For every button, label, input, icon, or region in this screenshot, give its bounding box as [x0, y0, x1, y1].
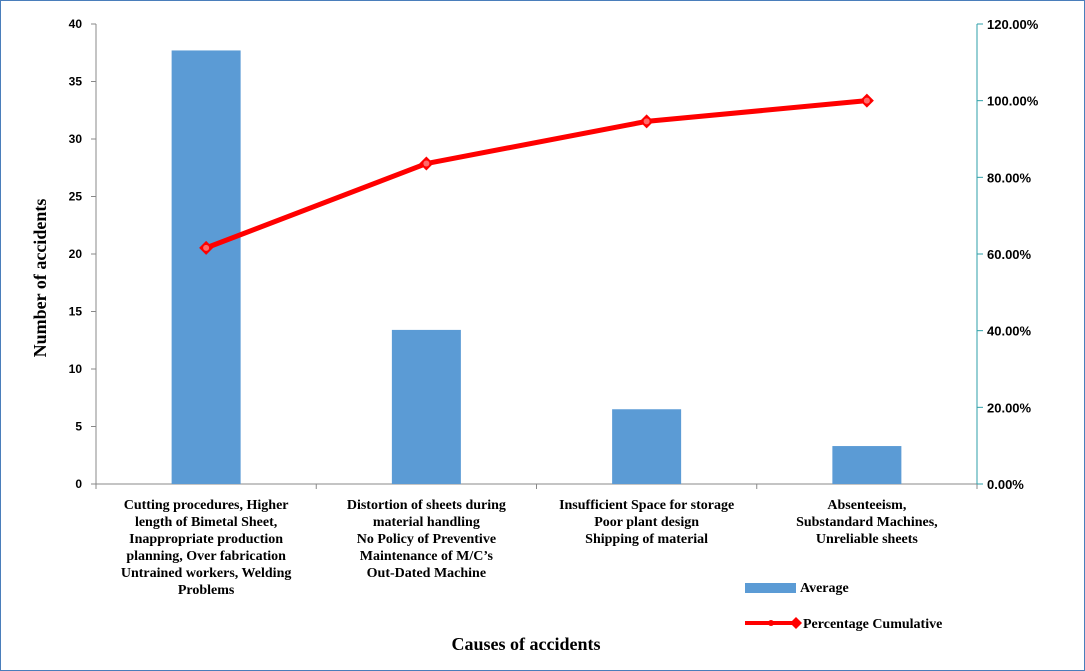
category-label-line: Insufficient Space for storage — [559, 498, 734, 513]
category-label-line: Inappropriate production — [129, 532, 283, 547]
cumulative-point-center — [423, 160, 430, 167]
category-label-line: Maintenance of M/C’s — [360, 549, 494, 564]
cumulative-line — [205, 98, 868, 251]
right-tick-label: 40.00% — [987, 324, 1032, 339]
right-tick-label: 100.00% — [987, 94, 1039, 109]
bar-average-4 — [832, 446, 902, 484]
left-tick-label: 40 — [69, 17, 83, 31]
right-tick-label: 60.00% — [987, 247, 1032, 262]
left-tick-label: 20 — [69, 247, 83, 261]
bar-average-3 — [612, 409, 682, 484]
right-tick-label: 120.00% — [987, 17, 1039, 32]
y-axis-title: Number of accidents — [30, 199, 50, 358]
left-tick-label: 25 — [69, 190, 83, 204]
category-label-line: Poor plant design — [594, 515, 699, 530]
category-label-line: Unreliable sheets — [816, 532, 919, 547]
left-tick-label: 10 — [69, 362, 83, 376]
right-axis: 0.00% 20.00% 40.00% 60.00% 80.00% 100.00% 120.… — [976, 17, 1039, 492]
left-tick-label: 0 — [75, 477, 82, 491]
category-label-line: length of Bimetal Sheet, — [135, 515, 277, 530]
left-axis: 0 5 10 15 20 25 30 35 40 — [69, 17, 978, 491]
bar-series — [171, 50, 902, 484]
right-tick-label: 80.00% — [987, 170, 1032, 185]
category-label-1: Cutting procedures, Higher length of Bime… — [121, 498, 291, 598]
right-tick-label: 0.00% — [987, 477, 1024, 492]
cumulative-point-center — [203, 244, 210, 251]
left-tick-label: 5 — [75, 420, 82, 434]
category-labels: Cutting procedures, Higher length of Bime… — [121, 498, 938, 598]
legend-swatch-average — [745, 583, 796, 593]
category-label-line: Cutting procedures, Higher — [124, 498, 289, 513]
category-label-line: Absenteeism, — [827, 498, 906, 513]
category-label-line: material handling — [373, 515, 480, 530]
legend-label-percentage-cumulative: Percentage Cumulative — [803, 617, 942, 632]
category-label-line: planning, Over fabrication — [126, 549, 286, 564]
x-axis-title: Causes of accidents — [452, 634, 601, 654]
left-tick-label: 35 — [69, 75, 83, 89]
right-tick-label: 20.00% — [987, 400, 1032, 415]
legend: Average Percentage Cumulative — [745, 581, 942, 632]
bar-average-2 — [391, 329, 461, 484]
left-tick-label: 15 — [69, 305, 83, 319]
legend-swatch-diamond-marker — [790, 617, 802, 629]
line-series — [199, 93, 874, 255]
category-label-line: Shipping of material — [585, 532, 708, 547]
category-label-line: No Policy of Preventive — [357, 532, 496, 547]
category-label-line: Untrained workers, Welding — [121, 566, 291, 581]
legend-label-average: Average — [800, 581, 849, 596]
category-label-line: Substandard Machines, — [796, 515, 938, 530]
legend-swatch-circle-marker — [768, 620, 774, 626]
category-label-line: Problems — [178, 583, 235, 598]
category-label-line: Distortion of sheets during — [347, 498, 506, 513]
category-label-2: Distortion of sheets during material hand… — [347, 498, 506, 581]
category-label-3: Insufficient Space for storage Poor plant… — [559, 498, 734, 547]
category-label-4: Absenteeism, Substandard Machines, Unrelia… — [796, 498, 938, 547]
category-label-line: Out-Dated Machine — [367, 566, 486, 581]
bar-average-1 — [171, 50, 241, 484]
cumulative-point-center — [643, 118, 650, 125]
left-tick-label: 30 — [69, 132, 83, 146]
cumulative-point-center — [863, 97, 870, 104]
